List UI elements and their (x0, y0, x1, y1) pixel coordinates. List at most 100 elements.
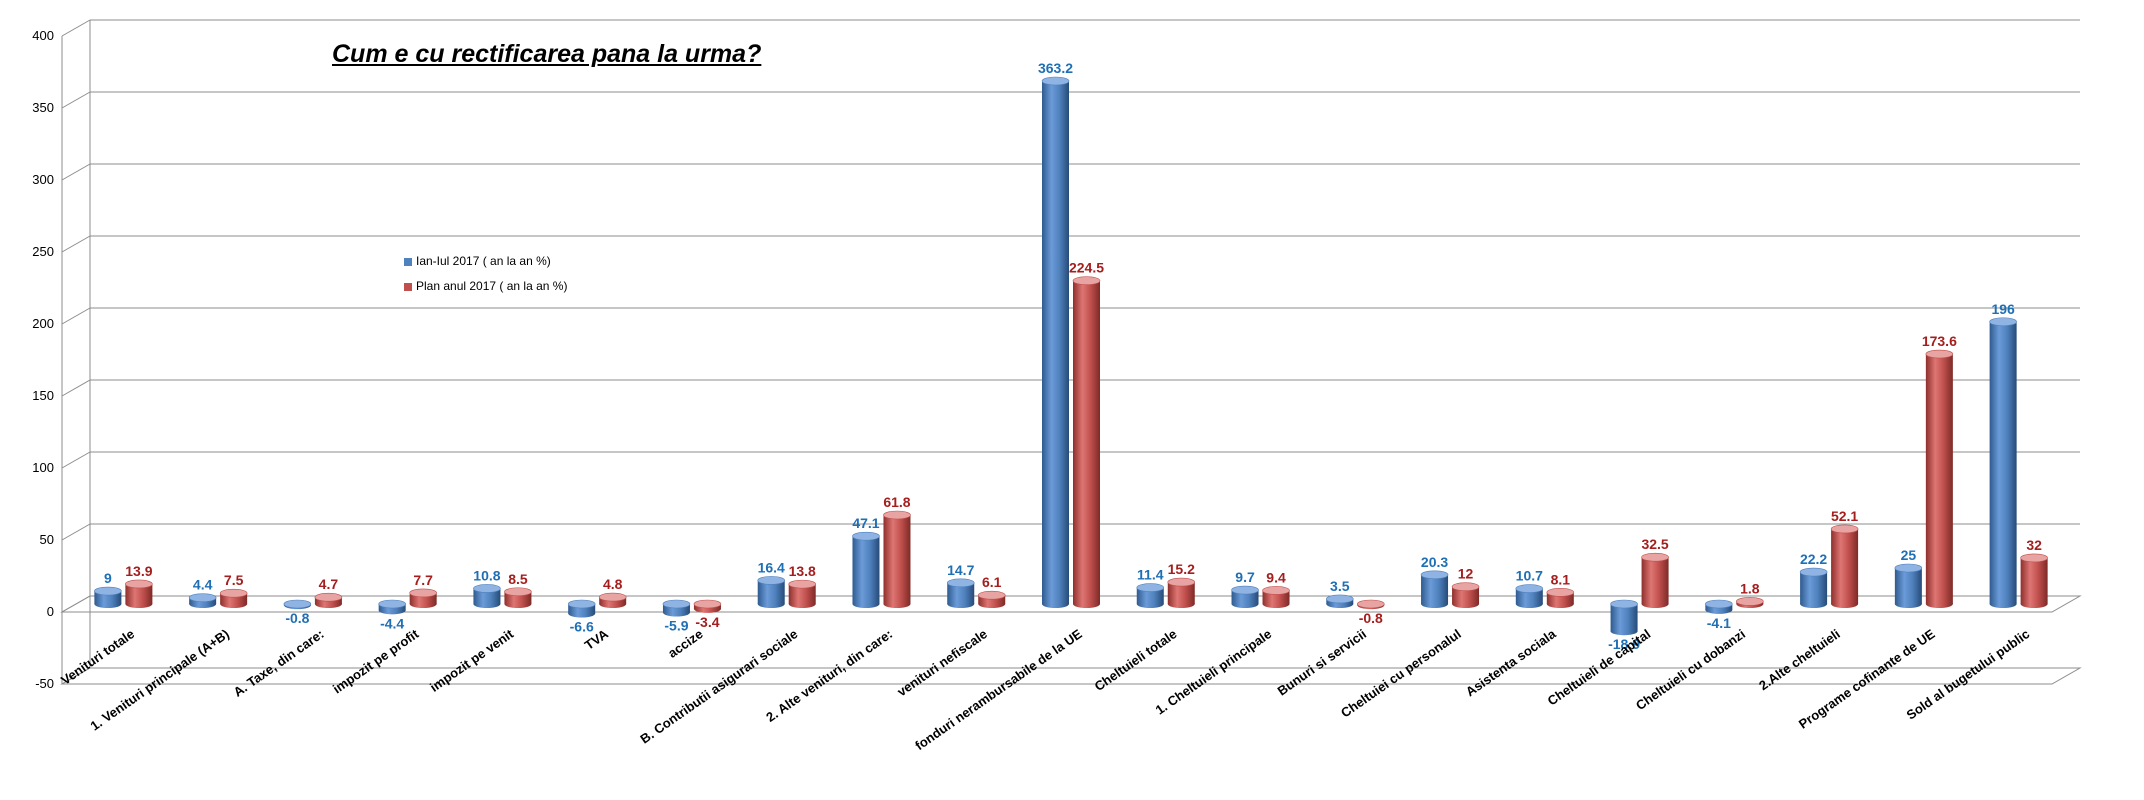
bar-bottom-cap (1641, 600, 1669, 608)
x-tick-label: Asistenta sociala (1463, 626, 1559, 700)
data-label: 9 (104, 570, 112, 586)
bar-ian-iul-2017 (1515, 584, 1544, 608)
bar-top-cap (1356, 599, 1385, 609)
x-tick-label: Cheltuieli de capital (1545, 626, 1654, 708)
bar-bottom-cap (409, 600, 437, 608)
bar-top-cap (1262, 586, 1290, 595)
data-label: 4.7 (319, 576, 339, 592)
data-label: 196 (1991, 301, 2015, 317)
bar-plan-2017 (1736, 597, 1764, 608)
bar-ian-iul-2017 (1231, 585, 1259, 608)
bar-bottom-cap (220, 600, 248, 608)
legend: Ian-Iul 2017 ( an la an %) Plan anul 201… (386, 246, 576, 302)
bar-body (1515, 588, 1543, 604)
bar-top-cap (409, 588, 437, 598)
x-tick-label: Bunuri si servicii (1275, 626, 1369, 698)
data-labels: 9 13.9 4.4 7.5 -0.8 4.7 -4.4 7.7 10.8 8.5 -6.6 4.8 -… (104, 60, 2042, 652)
bar-body (125, 583, 153, 604)
bar-ian-iul-2017 (378, 599, 406, 615)
bar-body (1831, 528, 1859, 604)
bar-top-cap (2020, 553, 2048, 563)
x-tick-label: A. Taxe, din care: (231, 626, 327, 699)
bar-top-cap (378, 599, 406, 609)
bar-plan-2017 (1072, 276, 1101, 608)
data-label: 47.1 (852, 515, 879, 531)
bar-body (473, 588, 501, 604)
bar-body (1546, 592, 1574, 604)
y-tick-label: 100 (32, 460, 54, 475)
bar-top-cap (1641, 552, 1669, 562)
bar-body (1042, 80, 1069, 604)
bar-top-cap (1799, 567, 1828, 577)
bar-ian-iul-2017 (946, 578, 975, 608)
bar-body (757, 580, 785, 604)
gridline-depth (61, 451, 91, 469)
bar-body (1073, 280, 1100, 604)
bar-top-cap (1325, 594, 1354, 604)
bar-top-cap (1610, 599, 1638, 609)
bar-bottom-cap (852, 600, 880, 608)
data-label: -0.8 (285, 610, 309, 626)
bar-ian-iul-2017 (1799, 567, 1828, 608)
data-label: 52.1 (1831, 508, 1858, 524)
bar-body (1421, 574, 1449, 604)
bar-top-cap (188, 593, 217, 602)
bar-plan-2017 (883, 510, 911, 608)
bar-plan-2017 (125, 579, 153, 608)
bar-top-cap (1451, 582, 1480, 592)
bar-ian-iul-2017 (1705, 599, 1733, 614)
data-label: -5.9 (664, 617, 688, 633)
bar-top-cap (125, 579, 153, 589)
bar-body (1452, 586, 1480, 604)
bar-body (1894, 568, 1922, 604)
bar-plan-2017 (977, 590, 1006, 608)
data-label: 13.8 (789, 563, 816, 579)
zero-plane (60, 595, 2082, 613)
legend-label-series-1: Ian-Iul 2017 ( an la an %) (416, 254, 551, 268)
bar-bottom-cap (1167, 600, 1195, 608)
bar-plan-2017 (1167, 577, 1196, 608)
bar-body (1610, 604, 1638, 632)
data-label: 4.4 (193, 577, 213, 593)
bar-bottom-cap (1894, 600, 1922, 608)
bar-top-cap (1041, 76, 1070, 86)
bar-body (883, 515, 911, 604)
bar-top-cap (1736, 597, 1764, 606)
bar-body (409, 592, 437, 604)
bar-bottom-cap (125, 600, 153, 608)
gridline-depth (61, 235, 91, 253)
bar-bottom-cap (978, 600, 1006, 608)
bar-bottom-cap (314, 600, 342, 608)
bar-top-cap (314, 592, 343, 602)
bar-top-cap (946, 578, 975, 588)
bar-body (852, 536, 880, 604)
data-label: 7.7 (413, 572, 433, 588)
data-label: 15.2 (1168, 561, 1195, 577)
data-label: 10.8 (473, 567, 500, 583)
data-label: 32.5 (1641, 536, 1668, 552)
bar-ian-iul-2017 (283, 599, 312, 610)
bar-top-cap (567, 599, 596, 609)
bar-ian-iul-2017 (1610, 599, 1638, 636)
bar-bottom-cap (1073, 600, 1100, 608)
bar-plan-2017 (1641, 552, 1669, 608)
legend-label-series-2: Plan anul 2017 ( an la an %) (416, 279, 568, 293)
bar-top-cap (757, 576, 786, 585)
bar-body (220, 593, 248, 604)
bar-body (978, 595, 1006, 604)
bar-bottom-cap (1262, 600, 1290, 608)
data-label: -6.6 (570, 619, 594, 635)
bar-bottom-cap (599, 600, 627, 608)
bar-body (568, 604, 596, 614)
bar-ian-iul-2017 (567, 599, 596, 618)
data-label: -4.1 (1707, 615, 1731, 631)
bar-bottom-cap (2020, 600, 2048, 608)
bar-top-cap (1830, 524, 1859, 534)
bar-bottom-cap (1831, 600, 1859, 608)
bar-top-cap (598, 592, 627, 602)
bar-top-cap (1894, 563, 1923, 573)
bar-body (947, 582, 975, 604)
gridline-depth (61, 91, 91, 109)
